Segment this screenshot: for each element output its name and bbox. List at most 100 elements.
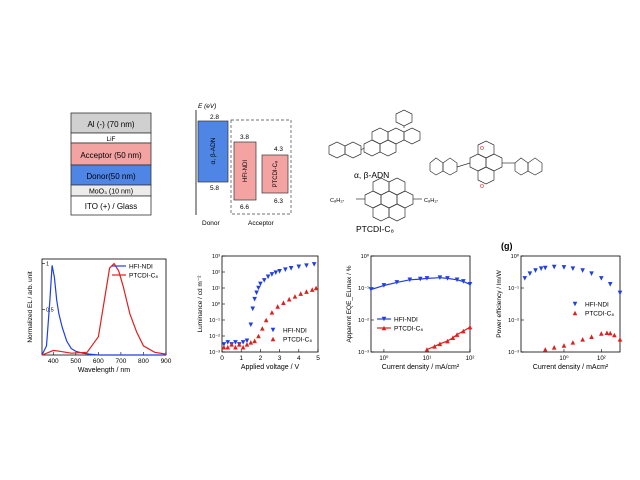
- y-tick-label: 10⁻¹: [209, 318, 220, 324]
- y-tick-label: 10⁻²: [358, 318, 369, 324]
- series-hfi-ndi-point: [551, 264, 557, 270]
- y-tick-label: 10⁻¹: [508, 286, 519, 292]
- series-ptcdi-c8-point: [233, 344, 238, 350]
- x-axis-label: Wavelength / nm: [78, 367, 130, 374]
- donor-homo-value: 5.8: [210, 185, 219, 192]
- x-tick-label: 600: [93, 358, 104, 365]
- ptcdi-c8-left: C₈H₁₇: [330, 198, 344, 204]
- x-tick-label: 800: [138, 358, 149, 365]
- series-hfi-ndi-point: [269, 272, 275, 277]
- series-hfi-ndi-point: [265, 274, 271, 280]
- series-hfi-ndi-point: [445, 276, 450, 281]
- series-ptcdi-c8-point: [612, 332, 617, 338]
- layer-ito-label: ITO (+) / Glass: [85, 202, 138, 211]
- legend-hfi-ndi-label: HFI-NDI: [283, 328, 307, 335]
- y-tick-label: 10⁰: [511, 253, 520, 260]
- series-hfi-ndi-point: [225, 340, 231, 345]
- series-hfi-ndi-point: [527, 271, 533, 276]
- series-hfi-ndi-point: [254, 290, 259, 296]
- y-tick-label: 10⁻³: [508, 350, 519, 356]
- series-hfi-ndi-point: [407, 277, 413, 283]
- y-tick-label: 10⁻²: [209, 334, 220, 340]
- hfi-o-top: O: [480, 146, 484, 152]
- series-ptcdi-c8-point: [309, 287, 315, 292]
- series-ptcdi-c8-point: [248, 340, 254, 345]
- ptcdi-homo-value: 6.3: [274, 198, 283, 205]
- series-ptcdi-c8-point: [617, 336, 623, 342]
- series-hfi-ndi-point: [570, 266, 576, 272]
- ptcdi-band: [261, 154, 289, 194]
- series-ptcdi-c8-point: [286, 296, 292, 302]
- y-tick-label: 1: [46, 262, 49, 268]
- series-ptcdi-c8-point: [260, 326, 265, 331]
- y-tick-label: 10⁻³: [209, 350, 220, 356]
- x-axis-label: Current density / mA/cm²: [382, 364, 460, 371]
- y-tick-label: 10⁰: [212, 301, 221, 308]
- series-hfi-ndi-point: [599, 276, 604, 281]
- series-hfi-ndi-point: [221, 342, 227, 347]
- series-ptcdi-c8-point: [304, 289, 309, 294]
- series-hfi-ndi-point: [561, 265, 567, 270]
- adn-label: α, β-ADN: [354, 170, 389, 180]
- series-hfi-ndi-point: [283, 267, 288, 272]
- series-hfi-ndi-point: [381, 283, 387, 288]
- series-hfi-ndi-point: [417, 276, 423, 282]
- series-ptcdi-c8-point: [570, 340, 576, 345]
- eqe-current-plot: 10⁰ 10¹ 10² 10⁻³ 10⁻² 10⁻¹ 10⁰ Current density …: [346, 253, 474, 371]
- series-ptcdi-c8-point: [292, 294, 298, 299]
- x-tick-label: 3: [278, 355, 282, 362]
- series-ptcdi-c8-point: [589, 334, 594, 340]
- legend-hfi-ndi-marker: [381, 316, 387, 322]
- series-hfi-ndi-point: [424, 276, 430, 281]
- ptcdi-lumo-value: 4.3: [274, 146, 283, 153]
- donor-band: [197, 120, 229, 183]
- x-tick-label: 4: [297, 355, 301, 362]
- molecule-hfi-ndi: [429, 140, 543, 185]
- y-tick-label: 0.5: [46, 307, 54, 313]
- legend-ptcdi-c8-label: PTCDI-C₈: [585, 311, 614, 318]
- legend-ptcdi-c8-marker: [381, 325, 387, 331]
- y-tick-label: 10²: [212, 270, 220, 276]
- y-axis-label: Normalized EL / arb. unit: [27, 271, 34, 342]
- hfi-homo-value: 6.6: [240, 204, 249, 211]
- series-hfi-ndi-point: [542, 265, 548, 271]
- y-axis-label: Power efficiency / lm/W: [496, 269, 503, 337]
- legend-ptcdi-c8-label: PTCDI-C₈: [394, 326, 423, 333]
- donor-name: α, β-ADN: [210, 137, 217, 164]
- x-tick-label: 10²: [597, 356, 606, 362]
- legend-hfi-ndi-label: HFI-NDI: [585, 302, 609, 309]
- x-tick-label: 0: [220, 355, 224, 362]
- y-tick-label: 10¹: [212, 286, 220, 292]
- legend-hfi-ndi-label: HFI-NDI: [394, 317, 418, 324]
- plot-frame: [370, 255, 471, 353]
- series-hfi-ndi-point: [311, 262, 317, 267]
- series-hfi-ndi-point: [607, 282, 613, 287]
- ptcdi-name: PTCDI-C₈: [273, 160, 279, 187]
- series-hfi-ndi-point: [617, 290, 623, 296]
- hfi-lumo-value: 3.8: [240, 134, 249, 141]
- panel-label-g: (g): [501, 241, 513, 251]
- series-ptcdi-c8-point: [432, 344, 437, 349]
- layer-lif-label: LiF: [106, 136, 115, 143]
- series-hfi-ndi-point: [394, 280, 400, 285]
- series-ptcdi-c8-line: [41, 262, 167, 356]
- legend-ptcdi-c8-label: PTCDI-C₈: [283, 337, 312, 344]
- hfi-o-bottom: O: [480, 184, 484, 190]
- legend-ptcdi-c8-marker: [572, 310, 578, 316]
- series-hfi-ndi-point: [296, 264, 302, 270]
- series-ptcdi-c8-point: [244, 342, 250, 347]
- series-hfi-ndi-point: [258, 281, 263, 287]
- x-tick-label: 500: [70, 358, 81, 365]
- series-ptcdi-c8-point: [542, 347, 548, 352]
- x-tick-label: 5: [316, 355, 320, 362]
- ptcdi-c8-right: C₈H₁₇: [424, 198, 438, 204]
- x-tick-label: 10¹: [423, 356, 432, 362]
- series-hfi-ndi-point: [304, 263, 309, 268]
- y-tick-label: 10⁰: [361, 253, 370, 260]
- series-ptcdi-c8-point: [256, 333, 261, 339]
- series-hfi-ndi-point: [244, 338, 250, 344]
- series-hfi-ndi-line: [41, 265, 166, 356]
- y-tick-label: 10⁻²: [508, 318, 519, 324]
- series-ptcdi-c8-point: [263, 317, 269, 323]
